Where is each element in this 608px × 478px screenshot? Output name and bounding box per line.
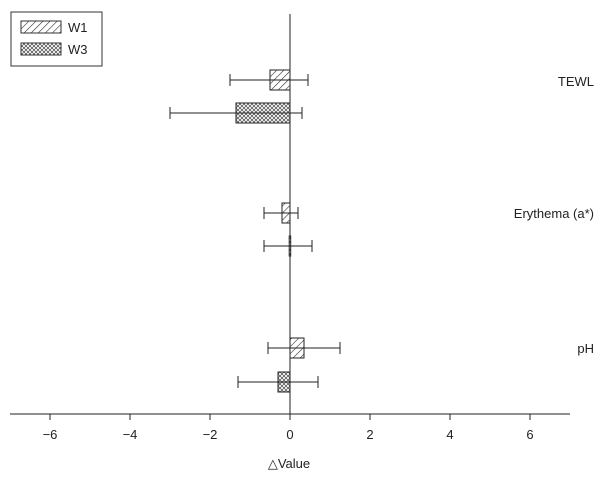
x-tick-label: 0 [286,427,293,442]
x-tick-label: −4 [123,427,138,442]
legend-swatch-w1 [20,20,62,34]
legend-label-w1: W1 [68,20,88,35]
x-tick-label: 4 [446,427,453,442]
x-tick-label: −6 [43,427,58,442]
legend-swatch-w3 [20,42,62,56]
category-label: pH [577,341,594,356]
category-labels: TEWL Erythema (a*) pH [514,74,594,356]
category-label: Erythema (a*) [514,206,594,221]
legend-box [10,11,103,67]
x-tick-label: 2 [366,427,373,442]
legend-label-w3: W3 [68,42,88,57]
x-axis-title: △Value [268,456,310,471]
chart-marks [169,69,341,393]
legend: W1 W3 [10,11,103,67]
x-tick-label: −2 [203,427,218,442]
category-label: TEWL [558,74,594,89]
x-tick-label: 6 [526,427,533,442]
